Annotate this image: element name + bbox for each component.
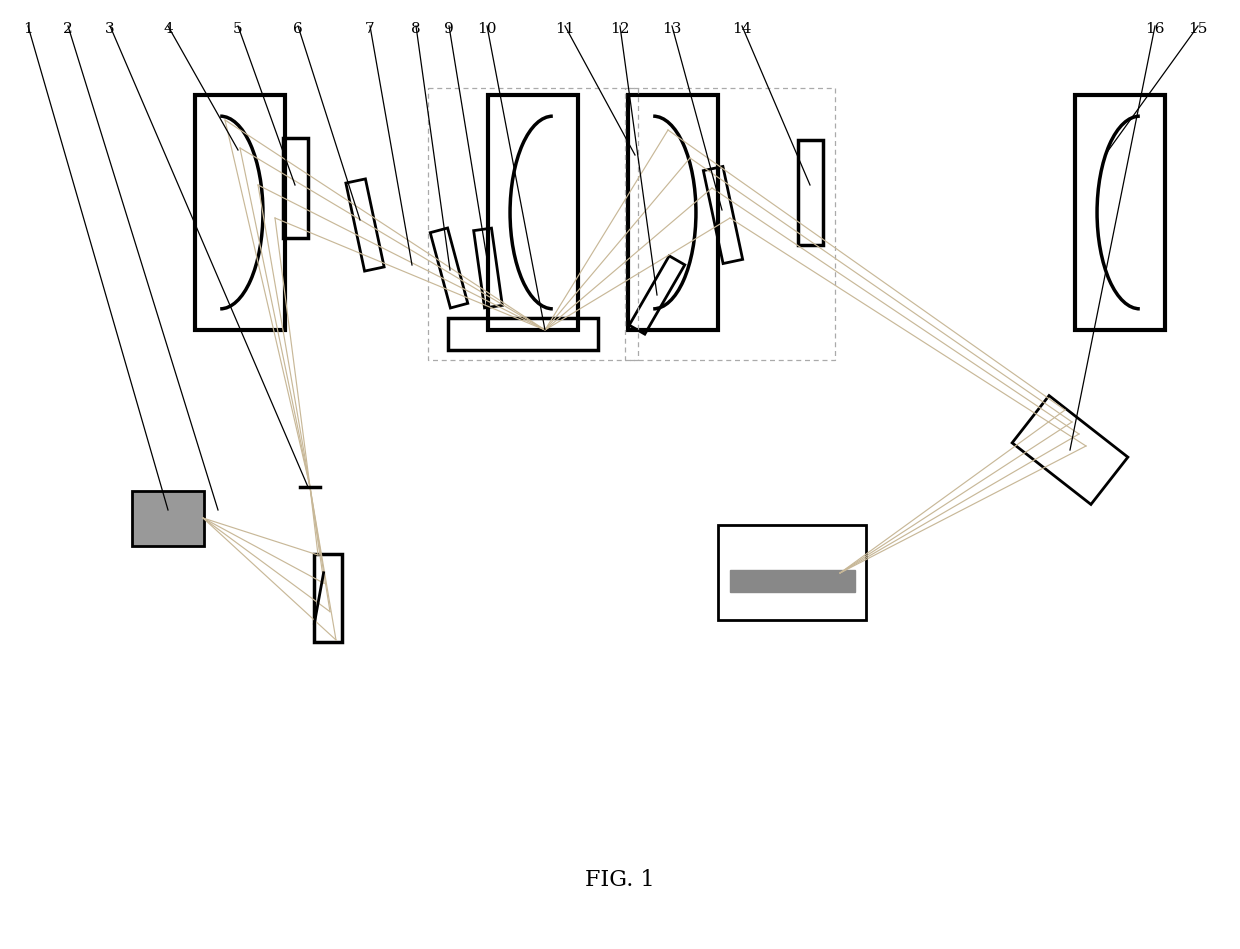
Text: 10: 10 (477, 22, 497, 36)
Text: 4: 4 (164, 22, 172, 36)
Text: 12: 12 (610, 22, 630, 36)
Text: 5: 5 (233, 22, 243, 36)
Text: 3: 3 (105, 22, 115, 36)
Polygon shape (730, 570, 856, 592)
Text: FIG. 1: FIG. 1 (585, 869, 655, 891)
Text: 16: 16 (1146, 22, 1164, 36)
Text: 1: 1 (24, 22, 33, 36)
Text: 2: 2 (63, 22, 73, 36)
Text: 15: 15 (1188, 22, 1208, 36)
Text: 7: 7 (366, 22, 374, 36)
Text: 11: 11 (556, 22, 575, 36)
Text: 8: 8 (412, 22, 420, 36)
Text: 13: 13 (662, 22, 682, 36)
Polygon shape (131, 491, 205, 546)
Text: 9: 9 (444, 22, 454, 36)
Text: 6: 6 (293, 22, 303, 36)
Text: 14: 14 (733, 22, 751, 36)
